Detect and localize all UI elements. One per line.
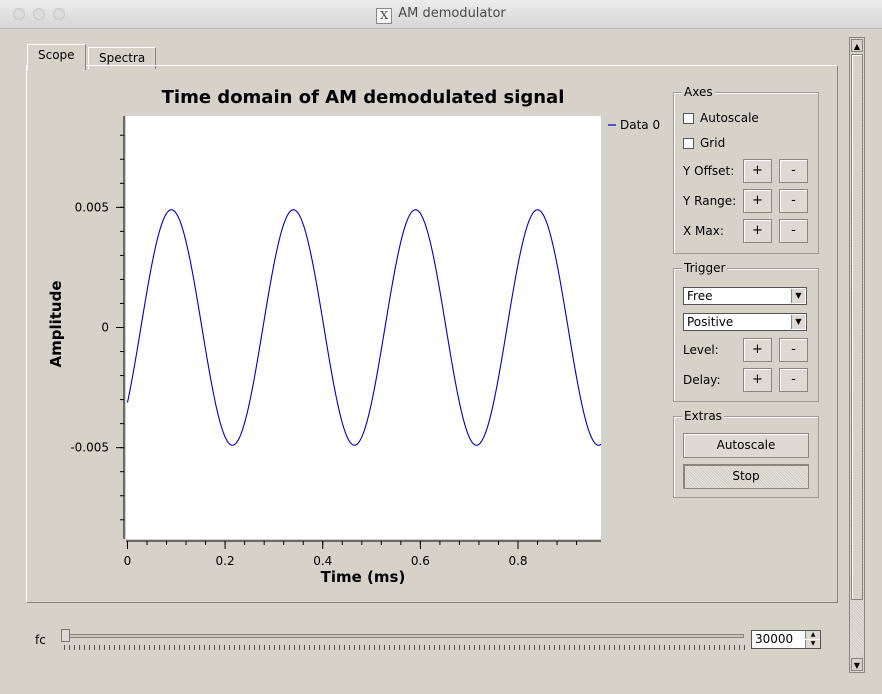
trigger-level-minus-button[interactable]: - [779,338,808,362]
extras-group: Extras [673,409,819,498]
vertical-scrollbar[interactable]: ▲ ▼ [849,37,865,673]
y-range-plus-button[interactable]: + [743,189,772,213]
trigger-mode-value: Free [687,289,713,303]
y-offset-plus-button[interactable]: + [743,159,772,183]
grid-checkbox[interactable]: Grid [683,136,725,150]
fc-slider-handle[interactable] [61,629,70,642]
fc-label: fc [35,633,46,647]
y-offset-label: Y Offset: [683,164,735,178]
plot-canvas-background [126,116,601,539]
chevron-down-icon[interactable]: ▼ [791,289,805,303]
trigger-slope-select[interactable]: Positive ▼ [683,313,807,331]
trigger-level-plus-button[interactable]: + [743,338,772,362]
trigger-level-label: Level: [683,343,719,357]
spin-down-icon[interactable]: ▼ [805,640,820,648]
stop-button[interactable]: Stop [683,464,809,489]
autoscale-checkbox-label: Autoscale [700,111,759,125]
x-logo-icon: X [376,8,393,24]
scrollbar-thumb[interactable] [851,54,863,600]
x-max-label: X Max: [683,224,724,238]
x-max-plus-button[interactable]: + [743,219,772,243]
window-titlebar: X AM demodulator [0,0,882,29]
window-title: X AM demodulator [0,6,882,24]
zoom-window-button[interactable] [53,8,65,20]
close-window-button[interactable] [13,8,25,20]
autoscale-checkbox-box[interactable] [683,112,694,124]
trigger-mode-select[interactable]: Free ▼ [683,287,807,305]
spin-up-icon[interactable]: ▲ [805,631,820,639]
grid-checkbox-label: Grid [700,136,726,150]
trigger-group: Trigger [673,261,819,402]
scope-tab-panel [26,65,838,603]
trigger-group-title: Trigger [682,261,728,275]
x-max-minus-button[interactable]: - [779,219,808,243]
axes-group-title: Axes [682,85,715,99]
extras-group-title: Extras [682,409,724,423]
scroll-up-arrow-icon[interactable]: ▲ [851,39,863,52]
scroll-down-arrow-icon[interactable]: ▼ [851,658,863,671]
trigger-slope-value: Positive [687,315,734,329]
y-offset-minus-button[interactable]: - [779,159,808,183]
trigger-delay-plus-button[interactable]: + [743,368,772,392]
fc-spinbox[interactable]: 30000 ▲ ▼ [751,630,821,649]
chevron-down-icon[interactable]: ▼ [791,315,805,329]
fc-value[interactable]: 30000 [755,632,794,646]
fc-slider-track[interactable] [64,634,744,638]
autoscale-checkbox[interactable]: Autoscale [683,111,759,125]
minimize-window-button[interactable] [33,8,45,20]
extras-autoscale-button[interactable]: Autoscale [683,433,809,458]
y-range-minus-button[interactable]: - [779,189,808,213]
fc-slider-ticks [64,645,746,650]
trigger-delay-minus-button[interactable]: - [779,368,808,392]
y-range-label: Y Range: [683,194,737,208]
trigger-delay-label: Delay: [683,373,721,387]
tab-scope[interactable]: Scope [27,44,86,70]
grid-checkbox-box[interactable] [683,137,694,149]
tab-spectra[interactable]: Spectra [88,47,157,69]
axes-group: Axes [673,85,819,254]
